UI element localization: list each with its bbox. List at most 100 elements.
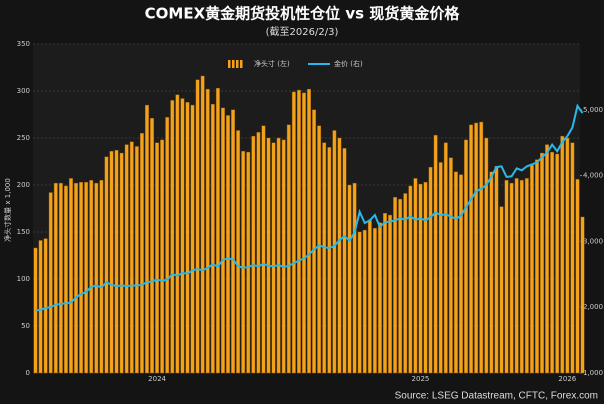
- bar: [160, 139, 165, 374]
- bar: [322, 142, 327, 374]
- bar: [423, 181, 428, 374]
- bar: [347, 184, 352, 374]
- bar: [74, 182, 78, 374]
- bar: [119, 152, 124, 374]
- bar: [291, 91, 296, 374]
- bar: [175, 94, 180, 374]
- bar: [185, 102, 190, 374]
- chart-subtitle: (截至2026/2/3): [266, 25, 339, 38]
- bar: [266, 137, 271, 374]
- bar: [134, 146, 139, 374]
- bar: [535, 159, 539, 374]
- bar: [89, 180, 94, 374]
- y-tick-label: 200: [17, 181, 30, 189]
- y-tick-label: 150: [17, 228, 30, 236]
- bar: [215, 87, 220, 374]
- bar: [337, 137, 342, 374]
- plot-area: [33, 44, 580, 373]
- bar: [388, 214, 392, 374]
- bar: [565, 137, 570, 374]
- bar: [195, 79, 200, 374]
- bar: [469, 124, 474, 374]
- bar: [180, 98, 185, 374]
- bar: [145, 104, 149, 374]
- bar: [433, 134, 438, 374]
- bar: [236, 130, 241, 374]
- bar: [139, 133, 144, 374]
- legend-swatch: [232, 60, 235, 68]
- bar: [453, 171, 458, 374]
- bar: [48, 192, 53, 374]
- bar: [84, 181, 89, 374]
- bar: [302, 92, 306, 374]
- bar: [114, 150, 119, 374]
- bar: [545, 144, 550, 374]
- bar: [413, 178, 418, 374]
- y-tick-label: 250: [17, 134, 30, 142]
- chart-title: COMEX黄金期货投机性仓位 vs 现货黄金价格: [145, 5, 461, 23]
- y-tick-label: 300: [17, 87, 30, 95]
- bar: [221, 107, 225, 374]
- bar: [479, 121, 484, 374]
- bar: [307, 88, 311, 374]
- source: Source: LSEG Datastream, CFTC, Forex.com: [395, 391, 598, 402]
- bar: [251, 135, 256, 374]
- bar: [540, 152, 544, 374]
- bar: [494, 165, 499, 374]
- bar: [205, 88, 210, 374]
- bar: [200, 75, 205, 374]
- y2-tick-label: 1,000: [583, 369, 603, 377]
- bar: [286, 124, 291, 374]
- bar: [519, 180, 524, 374]
- bar: [241, 150, 246, 374]
- bar: [580, 216, 585, 374]
- bar: [408, 185, 413, 374]
- bar: [489, 171, 494, 374]
- legend-swatch: [240, 60, 243, 68]
- bar: [550, 151, 555, 374]
- bar: [504, 180, 509, 374]
- x-tick-label: 2025: [412, 375, 430, 383]
- bar: [190, 104, 195, 374]
- bar: [210, 103, 215, 374]
- bar: [443, 142, 448, 374]
- bar: [362, 229, 367, 374]
- bar: [342, 148, 347, 374]
- bar: [261, 125, 266, 374]
- bar: [276, 137, 281, 374]
- line: [35, 103, 584, 312]
- bar: [109, 150, 114, 374]
- bar: [555, 153, 560, 374]
- bar: [256, 132, 261, 374]
- y-tick-label: 50: [21, 322, 30, 330]
- bar: [459, 174, 463, 374]
- bar: [332, 130, 337, 374]
- bar: [281, 139, 286, 374]
- bar: [99, 180, 104, 374]
- bar: [393, 197, 398, 374]
- bar: [524, 178, 529, 374]
- bar: [383, 212, 387, 374]
- y-axis-label: 净头寸数量 x 1,000: [3, 178, 12, 242]
- bar: [79, 181, 84, 374]
- bar: [499, 206, 504, 374]
- bar: [246, 151, 251, 374]
- bar: [509, 182, 514, 374]
- bar: [418, 183, 423, 374]
- bar: [514, 178, 519, 374]
- x-tick-label: 2024: [148, 375, 166, 383]
- bar: [327, 147, 332, 374]
- bar: [403, 193, 408, 374]
- bar: [271, 142, 276, 374]
- bar: [170, 100, 175, 374]
- bar: [570, 142, 575, 374]
- bar: [155, 142, 160, 374]
- legend-label: 净头寸 (左): [254, 59, 290, 68]
- bar: [69, 178, 73, 374]
- bar: [372, 228, 377, 374]
- bar: [529, 165, 534, 374]
- bar: [165, 117, 170, 374]
- bar: [378, 222, 382, 374]
- legend-swatch: [228, 60, 231, 68]
- bar: [357, 231, 362, 374]
